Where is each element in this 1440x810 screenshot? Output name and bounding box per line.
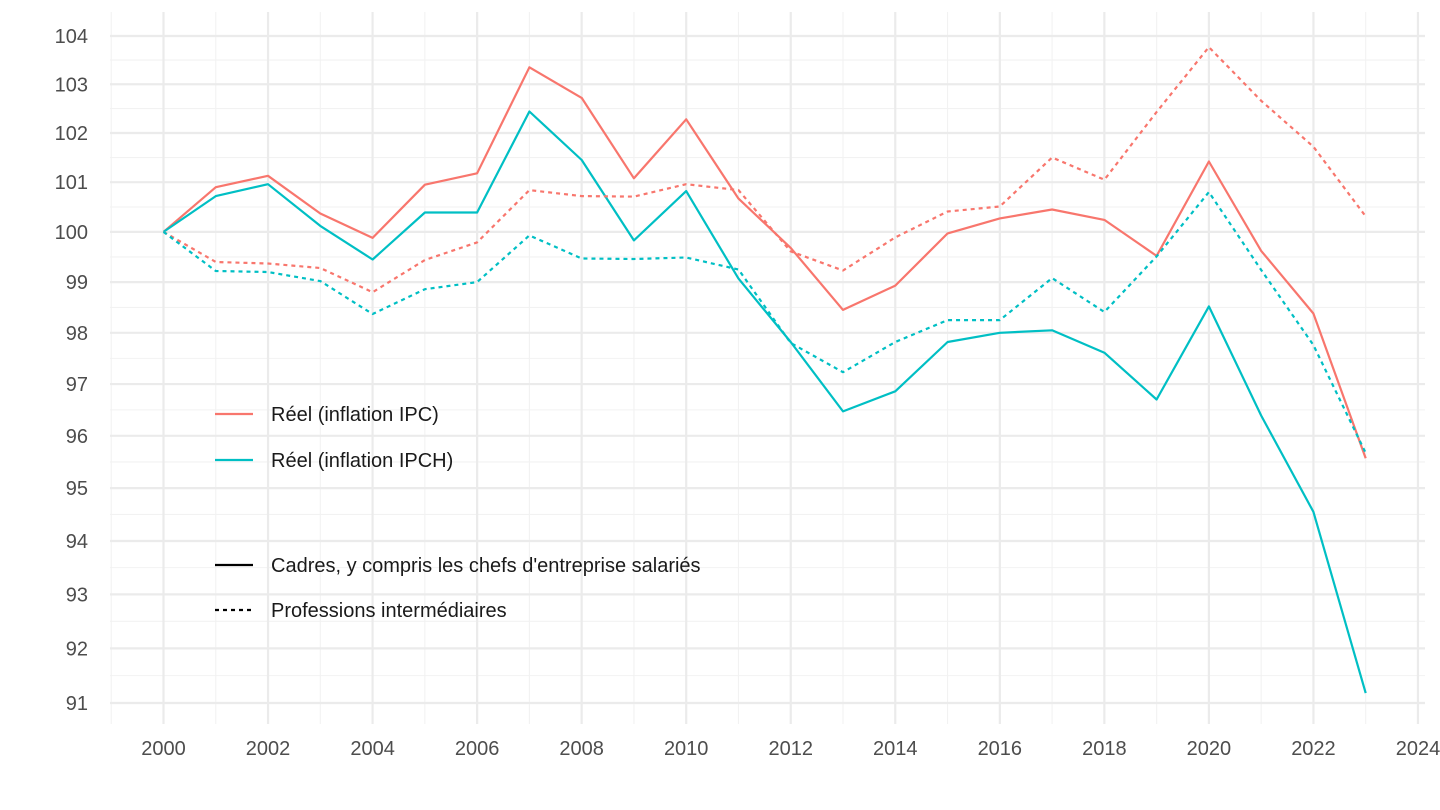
y-tick-label: 102 [55,123,88,145]
major-gridlines [110,12,1425,724]
y-tick-label: 100 [55,222,88,244]
x-tick-label: 2006 [455,738,500,760]
y-tick-label: 93 [66,584,88,606]
x-tick-label: 2000 [141,738,186,760]
x-tick-label: 2010 [664,738,709,760]
minor-gridlines [110,12,1425,724]
y-tick-label: 99 [66,272,88,294]
series-line-3 [162,191,1367,454]
y-tick-label: 104 [55,26,88,48]
legend-label-ipc: Réel (inflation IPC) [271,404,439,426]
x-tick-label: 2022 [1291,738,1336,760]
x-tick-label: 2020 [1187,738,1232,760]
x-tick-label: 2024 [1396,738,1440,760]
series-line-2 [162,45,1367,294]
x-tick-label: 2014 [873,738,918,760]
y-tick-label: 103 [55,74,88,96]
x-tick-label: 2012 [768,738,813,760]
legend-label-professions: Professions intermédiaires [271,600,507,622]
series-lines [162,45,1367,694]
x-tick-label: 2016 [978,738,1023,760]
x-tick-label: 2002 [246,738,291,760]
y-tick-label: 91 [66,693,88,715]
y-axis-tick-labels: 91 92 93 94 95 96 97 98 99 100 101 102 103 104 [55,26,88,715]
y-tick-label: 98 [66,323,88,345]
y-tick-label: 101 [55,172,88,194]
x-tick-label: 2008 [559,738,604,760]
y-tick-label: 92 [66,638,88,660]
x-axis-tick-labels: 2000 2002 2004 2006 2008 2010 2012 2014 2016 2018… [141,738,1440,760]
y-tick-label: 97 [66,374,88,396]
y-tick-label: 95 [66,478,88,500]
x-tick-label: 2004 [350,738,395,760]
y-tick-label: 94 [66,531,88,553]
x-tick-label: 2018 [1082,738,1127,760]
series-line-1 [162,110,1367,694]
series-line-0 [162,66,1367,459]
legend-label-ipch: Réel (inflation IPCH) [271,450,453,472]
legend-label-cadres: Cadres, y compris les chefs d'entreprise… [271,555,701,577]
y-tick-label: 96 [66,426,88,448]
legend: Réel (inflation IPC) Réel (inflation IPC… [215,404,701,622]
